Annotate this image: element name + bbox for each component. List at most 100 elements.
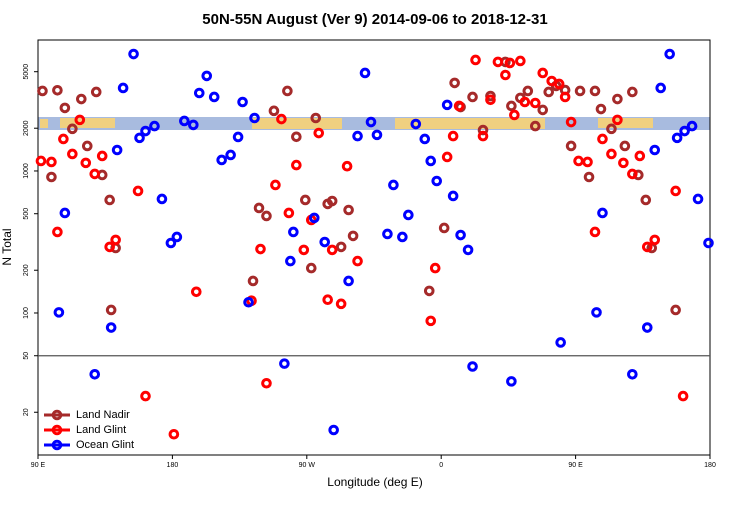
point [371, 129, 383, 141]
point [664, 48, 675, 60]
point [612, 93, 623, 105]
point [105, 304, 117, 316]
y-tick-label: 20 [23, 408, 30, 416]
point [559, 91, 571, 103]
point [268, 105, 280, 117]
point [208, 91, 220, 103]
point [522, 85, 534, 97]
point [692, 193, 704, 205]
point [335, 298, 347, 310]
point [529, 120, 541, 132]
point [504, 57, 516, 69]
point [90, 86, 102, 98]
point [46, 171, 57, 183]
point [641, 241, 653, 253]
point [671, 132, 683, 144]
point [171, 231, 183, 243]
y-tick-label: 200 [23, 264, 30, 276]
point [453, 100, 465, 112]
point [190, 286, 202, 298]
point [128, 48, 139, 60]
point [670, 304, 681, 316]
y-tick-label: 500 [23, 208, 30, 220]
point [89, 168, 101, 180]
point [447, 130, 459, 142]
point [627, 86, 638, 98]
point [300, 194, 311, 206]
point [634, 150, 646, 162]
point [555, 337, 566, 348]
legend-label: Ocean Glint [76, 439, 134, 451]
point [467, 91, 478, 103]
point [553, 78, 565, 90]
point [686, 120, 698, 132]
point [225, 149, 236, 161]
point [382, 228, 393, 240]
point [59, 102, 71, 114]
point [467, 361, 478, 372]
point [335, 241, 347, 253]
point [641, 322, 653, 333]
point [249, 112, 260, 124]
point [341, 160, 353, 172]
point [583, 171, 595, 183]
point [216, 154, 227, 166]
point [53, 307, 65, 318]
point [343, 275, 354, 287]
point [347, 230, 359, 242]
point [59, 207, 71, 219]
point [276, 113, 287, 125]
point [397, 231, 408, 243]
point [655, 82, 667, 94]
point [140, 390, 151, 402]
point [80, 157, 92, 169]
point [500, 69, 511, 81]
point [134, 132, 145, 144]
point [232, 131, 244, 143]
point [537, 67, 549, 79]
point [589, 85, 601, 97]
point [261, 210, 272, 222]
point [410, 118, 422, 130]
point [305, 262, 317, 274]
point [255, 243, 266, 255]
point [188, 119, 199, 131]
point [343, 204, 354, 216]
point [74, 114, 86, 126]
point [328, 424, 339, 436]
point [485, 90, 496, 102]
point [591, 307, 602, 318]
point [606, 148, 617, 160]
point [243, 296, 254, 308]
point [597, 133, 608, 145]
point [96, 150, 108, 162]
point [149, 120, 160, 132]
point [612, 114, 623, 126]
point [35, 155, 47, 167]
point [156, 193, 168, 205]
x-axis-label: Longitude (deg E) [327, 475, 422, 489]
point [168, 428, 180, 440]
point [46, 156, 57, 168]
point [589, 226, 601, 238]
point [597, 207, 608, 219]
point [104, 194, 115, 206]
point [117, 82, 129, 94]
point [441, 99, 453, 111]
point [606, 123, 617, 135]
point [649, 234, 661, 246]
point [515, 55, 526, 67]
x-tick-label: 0 [439, 462, 443, 469]
point [477, 124, 489, 136]
point [110, 234, 121, 246]
point [582, 156, 593, 168]
plot-frame [37, 39, 711, 456]
point [89, 369, 101, 380]
point [419, 133, 431, 145]
point [291, 131, 302, 143]
point [670, 185, 681, 197]
point [627, 369, 638, 380]
legend-marker [51, 439, 63, 451]
y-tick-label: 5000 [23, 64, 30, 80]
